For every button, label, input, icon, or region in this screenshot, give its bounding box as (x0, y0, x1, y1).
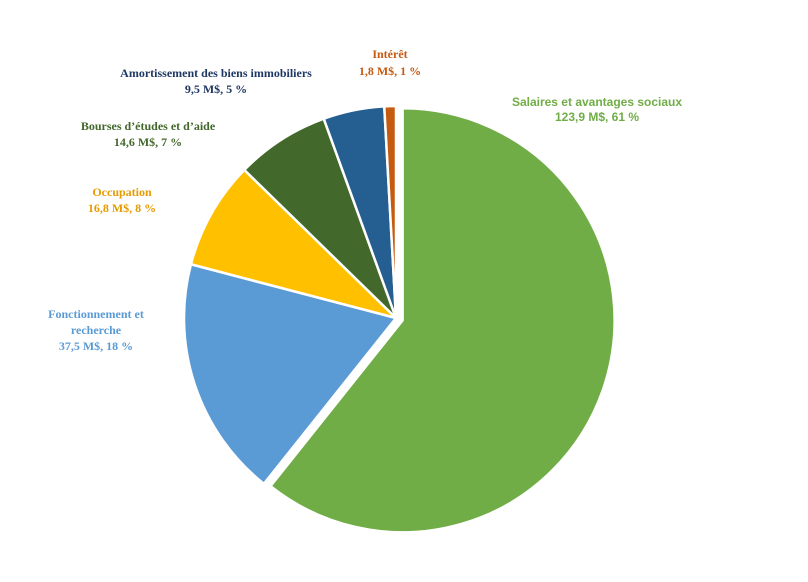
slice-label: Intérêt 1,8 M$, 1 % (359, 47, 421, 78)
slice-label-name: Amortissement des biens immobiliers (120, 66, 312, 80)
slice-label-value: 16,8 M$, 8 % (88, 201, 156, 215)
slice-label-name: Fonctionnement et (48, 307, 144, 321)
slice-label-value: 9,5 M$, 5 % (185, 82, 247, 96)
slice-label-name: Intérêt (372, 47, 407, 61)
pie-slice (182, 263, 398, 486)
slice-label-name: Bourses d’études et d’aide (81, 119, 216, 133)
slice-label-name: recherche (71, 323, 122, 337)
slice-label-name: Occupation (92, 185, 152, 199)
pie-slice (269, 107, 616, 534)
slice-label: Amortissement des biens immobiliers 9,5 M… (120, 66, 312, 96)
slice-label: Fonctionnement et recherche 37,5 M$, 18 % (48, 307, 144, 353)
slice-label-value: 1,8 M$, 1 % (359, 64, 421, 78)
slice-label: Bourses d’études et d’aide 14,6 M$, 7 % (81, 119, 216, 149)
slice-label-value: 123,9 M$, 61 % (555, 110, 639, 124)
slice-label-value: 37,5 M$, 18 % (59, 339, 133, 353)
pie-slice (383, 104, 398, 320)
slice-label-name: Salaires et avantages sociaux (512, 95, 682, 109)
slice-label: Occupation 16,8 M$, 8 % (88, 185, 156, 215)
pie-slice (189, 168, 398, 320)
slice-label-value: 14,6 M$, 7 % (114, 135, 182, 149)
slices-layer (182, 104, 616, 534)
